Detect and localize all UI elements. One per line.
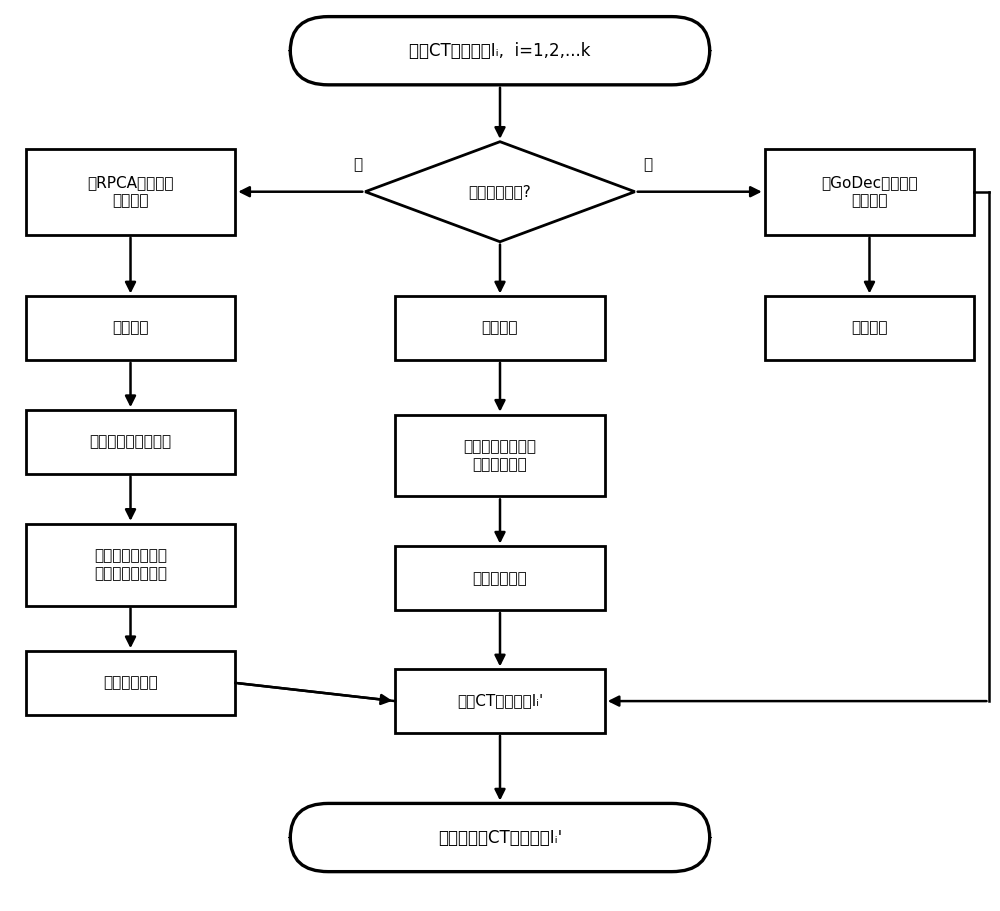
Bar <box>395 670 605 733</box>
Bar <box>765 148 974 235</box>
Bar <box>26 296 235 360</box>
Text: 用扰动模糊核进行
维纳滤波复原: 用扰动模糊核进行 维纳滤波复原 <box>464 439 536 472</box>
Bar <box>395 547 605 610</box>
Text: 输入CT序列图像Iᵢ,  i=1,2,...k: 输入CT序列图像Iᵢ, i=1,2,...k <box>409 42 591 60</box>
Text: 用GoDec模型进行
低秩分解: 用GoDec模型进行 低秩分解 <box>821 176 918 208</box>
Polygon shape <box>365 142 635 241</box>
Text: 复原CT序列图像Iᵢ': 复原CT序列图像Iᵢ' <box>457 693 543 709</box>
Text: 噪声序列: 噪声序列 <box>851 321 888 335</box>
Bar <box>26 410 235 474</box>
Text: 输出清晰的CT序列图像Iᵢ': 输出清晰的CT序列图像Iᵢ' <box>438 828 562 846</box>
Text: 否: 否 <box>353 157 362 172</box>
Text: 用RPCA模型进行
低秩分解: 用RPCA模型进行 低秩分解 <box>87 176 174 208</box>
Text: 用二维高斯模糊核
进行维纳滤波复原: 用二维高斯模糊核 进行维纳滤波复原 <box>94 548 167 581</box>
Bar <box>26 524 235 606</box>
Bar <box>395 415 605 496</box>
Bar <box>26 148 235 235</box>
Bar <box>395 296 605 360</box>
Text: 复原低秩图像: 复原低秩图像 <box>103 675 158 691</box>
FancyBboxPatch shape <box>290 16 710 85</box>
Text: 是: 是 <box>643 157 652 172</box>
Text: 稀疏序列: 稀疏序列 <box>482 321 518 335</box>
Text: 低秩序列: 低秩序列 <box>112 321 149 335</box>
Bar <box>26 651 235 715</box>
Text: 复原稀疏序列: 复原稀疏序列 <box>473 571 527 586</box>
Bar <box>765 296 974 360</box>
Text: 低秩序列的平均图像: 低秩序列的平均图像 <box>89 435 172 449</box>
Text: 噪声是否较大?: 噪声是否较大? <box>469 184 531 200</box>
FancyBboxPatch shape <box>290 804 710 872</box>
